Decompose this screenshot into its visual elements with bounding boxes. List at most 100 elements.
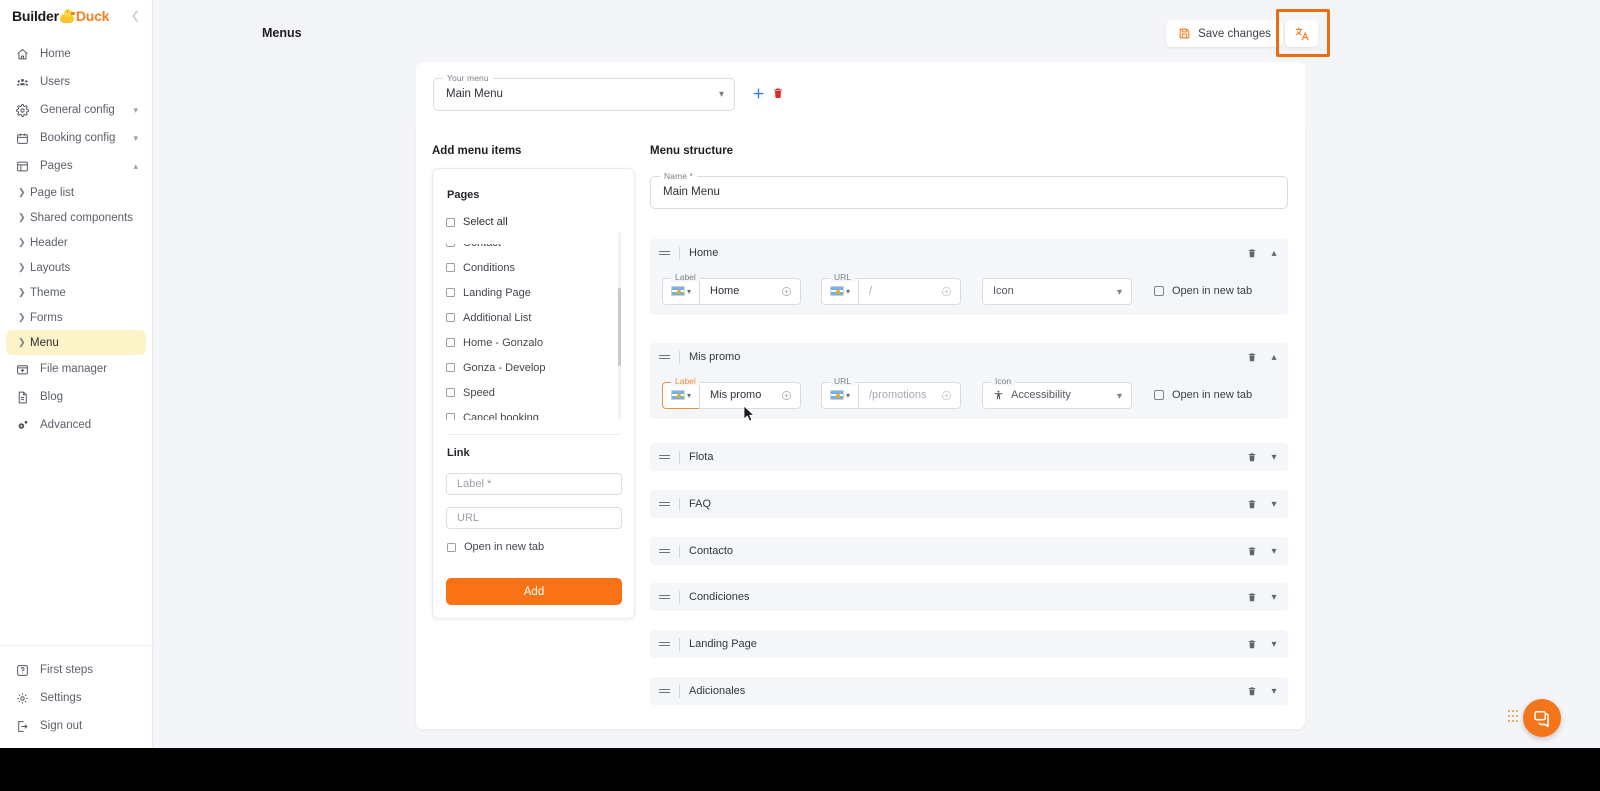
chevron-down-icon[interactable]: ▾ — [1271, 451, 1277, 463]
link-label-input[interactable]: Label * — [446, 473, 622, 495]
chevron-left-icon[interactable]: ❮ — [130, 10, 140, 22]
sidebar-subitem-layouts[interactable]: ❯ Layouts — [6, 255, 146, 280]
sidebar-item-general-config[interactable]: General config ▾ — [6, 96, 146, 124]
delete-menu-item-button[interactable] — [1247, 352, 1257, 363]
delete-menu-item-button[interactable] — [1247, 452, 1257, 463]
menu-item-open-new-tab[interactable]: Open in new tab — [1154, 285, 1252, 297]
sidebar-item-users[interactable]: Users — [6, 68, 146, 96]
page-list-item[interactable]: Conditions — [446, 255, 622, 280]
delete-menu-button[interactable] — [772, 87, 784, 100]
drag-dots-icon[interactable] — [1508, 710, 1519, 724]
checkbox[interactable] — [446, 288, 455, 297]
translate-button[interactable] — [1285, 20, 1318, 47]
chevron-down-icon[interactable]: ▾ — [1271, 638, 1277, 650]
drag-handle-icon[interactable] — [659, 454, 670, 460]
menu-item-icon-select[interactable]: Icon ▾ — [982, 277, 1132, 305]
menu-item-label-input[interactable]: Home — [699, 277, 801, 305]
chevron-down-icon[interactable]: ▾ — [1271, 591, 1277, 603]
add-translation-icon[interactable] — [941, 286, 952, 297]
checkbox[interactable] — [446, 413, 455, 420]
page-list-item[interactable]: Cancel booking — [446, 405, 622, 420]
chevron-up-icon[interactable]: ▴ — [1271, 247, 1277, 259]
drag-handle-icon[interactable] — [659, 641, 670, 647]
delete-menu-item-button[interactable] — [1247, 248, 1257, 259]
drag-handle-icon[interactable] — [659, 501, 670, 507]
sidebar-item-home[interactable]: Home — [6, 40, 146, 68]
delete-menu-item-button[interactable] — [1247, 546, 1257, 557]
chevron-down-icon[interactable]: ▾ — [133, 132, 138, 143]
sidebar-subitem-forms[interactable]: ❯ Forms — [6, 305, 146, 330]
menu-item-row[interactable]: FAQ ▾ — [650, 490, 1288, 518]
add-translation-icon[interactable] — [781, 390, 792, 401]
checkbox[interactable] — [1154, 286, 1164, 296]
menu-item-row[interactable]: Landing Page ▾ — [650, 630, 1288, 658]
chevron-up-icon[interactable]: ▴ — [133, 160, 138, 171]
your-menu-select[interactable]: Your menu Main Menu ▾ — [433, 73, 735, 111]
sidebar-item-settings[interactable]: Settings — [6, 684, 147, 712]
page-list-item[interactable]: Additional List — [446, 305, 622, 330]
chevron-down-icon[interactable]: ▾ — [133, 104, 138, 115]
checkbox[interactable] — [447, 542, 456, 552]
checkbox[interactable] — [446, 217, 455, 227]
sidebar-subitem-page-list[interactable]: ❯ Page list — [6, 180, 146, 205]
drag-handle-icon[interactable] — [659, 354, 670, 360]
language-select[interactable]: ▾ — [662, 381, 699, 409]
link-url-input[interactable]: URL — [446, 507, 622, 529]
save-changes-button[interactable]: Save changes — [1166, 20, 1283, 47]
menu-item-row[interactable]: Adicionales ▾ — [650, 677, 1288, 705]
page-list-item[interactable]: Speed — [446, 380, 622, 405]
select-all-checkbox-row[interactable]: Select all — [446, 216, 508, 228]
language-select[interactable]: ▾ — [821, 277, 858, 305]
add-translation-icon[interactable] — [941, 390, 952, 401]
sidebar-item-booking-config[interactable]: Booking config ▾ — [6, 124, 146, 152]
drag-handle-icon[interactable] — [659, 594, 670, 600]
menu-item-open-new-tab[interactable]: Open in new tab — [1154, 389, 1252, 401]
sidebar-item-pages[interactable]: Pages ▴ — [6, 152, 146, 180]
menu-item-row[interactable]: Home ▴ — [650, 239, 1288, 267]
page-list-item[interactable]: Gonza - Develop — [446, 355, 622, 380]
language-select[interactable]: ▾ — [821, 381, 858, 409]
add-translation-icon[interactable] — [781, 286, 792, 297]
add-button[interactable]: Add — [446, 578, 622, 605]
sidebar-subitem-theme[interactable]: ❯ Theme — [6, 280, 146, 305]
menu-item-url-input[interactable]: / — [858, 277, 961, 305]
delete-menu-item-button[interactable] — [1247, 686, 1257, 697]
delete-menu-item-button[interactable] — [1247, 592, 1257, 603]
sidebar-item-first-steps[interactable]: First steps — [6, 656, 147, 684]
menu-item-row[interactable]: Mis promo ▴ — [650, 343, 1288, 371]
sidebar-subitem-shared-components[interactable]: ❯ Shared components — [6, 205, 146, 230]
menu-item-row[interactable]: Condiciones ▾ — [650, 583, 1288, 611]
add-menu-button[interactable] — [751, 86, 766, 101]
chat-button[interactable] — [1523, 699, 1561, 737]
checkbox[interactable] — [446, 388, 455, 397]
drag-handle-icon[interactable] — [659, 688, 670, 694]
menu-item-url-input[interactable]: /promotions — [858, 381, 961, 409]
menu-item-icon-select[interactable]: Accessibility ▾ — [982, 381, 1132, 409]
sidebar-subitem-header[interactable]: ❯ Header — [6, 230, 146, 255]
chevron-down-icon[interactable]: ▾ — [718, 89, 724, 100]
chevron-down-icon[interactable]: ▾ — [1271, 685, 1277, 697]
sidebar-item-file-manager[interactable]: File manager — [6, 355, 146, 383]
chevron-down-icon[interactable]: ▾ — [1271, 498, 1277, 510]
drag-handle-icon[interactable] — [659, 250, 670, 256]
sidebar-item-sign-out[interactable]: Sign out — [6, 712, 147, 740]
menu-item-row[interactable]: Contacto ▾ — [650, 537, 1288, 565]
menu-item-row[interactable]: Flota ▾ — [650, 443, 1288, 471]
checkbox[interactable] — [446, 363, 455, 372]
checkbox[interactable] — [446, 263, 455, 272]
menu-name-input[interactable]: Name * Main Menu — [650, 171, 1288, 209]
sidebar-item-blog[interactable]: Blog — [6, 383, 146, 411]
sidebar-item-advanced[interactable]: Advanced — [6, 411, 146, 439]
page-list-item[interactable]: Home - Gonzalo — [446, 330, 622, 355]
drag-handle-icon[interactable] — [659, 548, 670, 554]
pages-scrollbar-thumb[interactable] — [618, 288, 621, 366]
page-list-item[interactable]: Landing Page — [446, 280, 622, 305]
sidebar-subitem-menu[interactable]: ❯ Menu — [6, 330, 146, 355]
checkbox[interactable] — [1154, 390, 1164, 400]
checkbox[interactable] — [446, 338, 455, 347]
menu-item-label-input[interactable]: Mis promo — [699, 381, 801, 409]
delete-menu-item-button[interactable] — [1247, 639, 1257, 650]
checkbox[interactable] — [446, 313, 455, 322]
delete-menu-item-button[interactable] — [1247, 499, 1257, 510]
chevron-up-icon[interactable]: ▴ — [1271, 351, 1277, 363]
